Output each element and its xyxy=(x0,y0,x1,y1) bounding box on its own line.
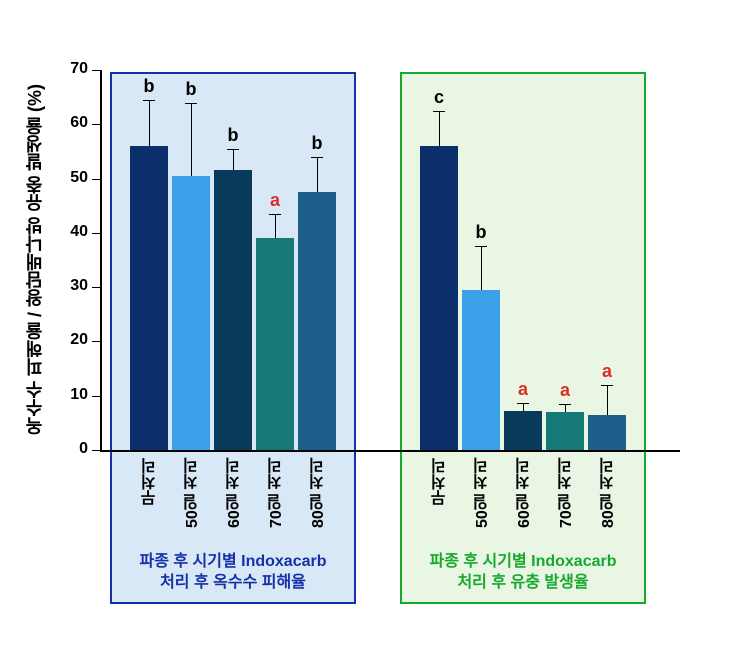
significance-label: b xyxy=(298,133,336,154)
y-tick xyxy=(92,341,100,342)
y-axis-title: 옥수수 피해율 / 왕담배나방 유충 발생율 (%) xyxy=(22,70,48,450)
error-bar xyxy=(523,403,524,411)
y-tick-label: 70 xyxy=(52,60,88,78)
chart-container: 0 10 20 30 40 50 60 70옥수수 피해율 / 왕담배나방 유충 발생율 (%… xyxy=(0,0,732,654)
bar-left-0 xyxy=(130,146,168,450)
x-tick-label: 무처리 xyxy=(139,458,163,548)
y-tick xyxy=(92,179,100,180)
y-tick xyxy=(92,124,100,125)
error-cap xyxy=(559,404,571,405)
error-cap xyxy=(311,157,323,158)
bar-right-2 xyxy=(504,411,542,450)
y-axis-line xyxy=(100,70,102,450)
y-tick xyxy=(92,70,100,71)
error-bar xyxy=(149,100,150,146)
y-tick-label: 10 xyxy=(52,386,88,404)
panel-title-right: 파종 후 시기별 Indoxacarb처리 후 유충 발생율 xyxy=(400,552,646,594)
y-tick-label: 40 xyxy=(52,223,88,241)
y-tick-label: 50 xyxy=(52,169,88,187)
x-tick-label: 70일 처리 xyxy=(265,458,289,548)
y-tick xyxy=(92,233,100,234)
panel-title-left: 파종 후 시기별 Indoxacarb처리 후 옥수수 피해율 xyxy=(110,552,356,594)
error-bar xyxy=(565,404,566,412)
significance-label: b xyxy=(172,79,210,100)
significance-label: a xyxy=(256,190,294,211)
x-tick-label: 60일 처리 xyxy=(223,458,247,548)
y-tick xyxy=(92,450,100,451)
y-tick-label: 60 xyxy=(52,114,88,132)
error-bar xyxy=(481,246,482,289)
error-cap xyxy=(143,100,155,101)
y-tick-label: 30 xyxy=(52,277,88,295)
error-bar xyxy=(439,111,440,146)
bar-right-1 xyxy=(462,290,500,450)
bar-right-4 xyxy=(588,415,626,450)
error-cap xyxy=(517,403,529,404)
x-tick-label: 80일 처리 xyxy=(307,458,331,548)
y-tick xyxy=(92,287,100,288)
error-cap xyxy=(269,214,281,215)
x-tick-label: 50일 처리 xyxy=(471,458,495,548)
error-bar xyxy=(607,385,608,415)
significance-label: c xyxy=(420,87,458,108)
y-tick-label: 20 xyxy=(52,331,88,349)
bar-right-0 xyxy=(420,146,458,450)
error-bar xyxy=(275,214,276,238)
significance-label: b xyxy=(214,125,252,146)
x-tick-label: 70일 처리 xyxy=(555,458,579,548)
significance-label: a xyxy=(504,379,542,400)
significance-label: a xyxy=(588,361,626,382)
x-tick-label: 무처리 xyxy=(429,458,453,548)
significance-label: b xyxy=(462,222,500,243)
bar-left-1 xyxy=(172,176,210,450)
y-tick xyxy=(92,396,100,397)
error-cap xyxy=(185,103,197,104)
error-cap xyxy=(227,149,239,150)
error-bar xyxy=(233,149,234,171)
x-axis-line xyxy=(100,450,680,452)
error-bar xyxy=(191,103,192,176)
error-bar xyxy=(317,157,318,192)
significance-label: b xyxy=(130,76,168,97)
bar-left-2 xyxy=(214,170,252,450)
bar-left-4 xyxy=(298,192,336,450)
bar-right-3 xyxy=(546,412,584,450)
y-tick-label: 0 xyxy=(52,440,88,458)
bar-left-3 xyxy=(256,238,294,450)
error-cap xyxy=(433,111,445,112)
x-tick-label: 80일 처리 xyxy=(597,458,621,548)
error-cap xyxy=(601,385,613,386)
x-tick-label: 60일 처리 xyxy=(513,458,537,548)
x-tick-label: 50일 처리 xyxy=(181,458,205,548)
error-cap xyxy=(475,246,487,247)
significance-label: a xyxy=(546,380,584,401)
